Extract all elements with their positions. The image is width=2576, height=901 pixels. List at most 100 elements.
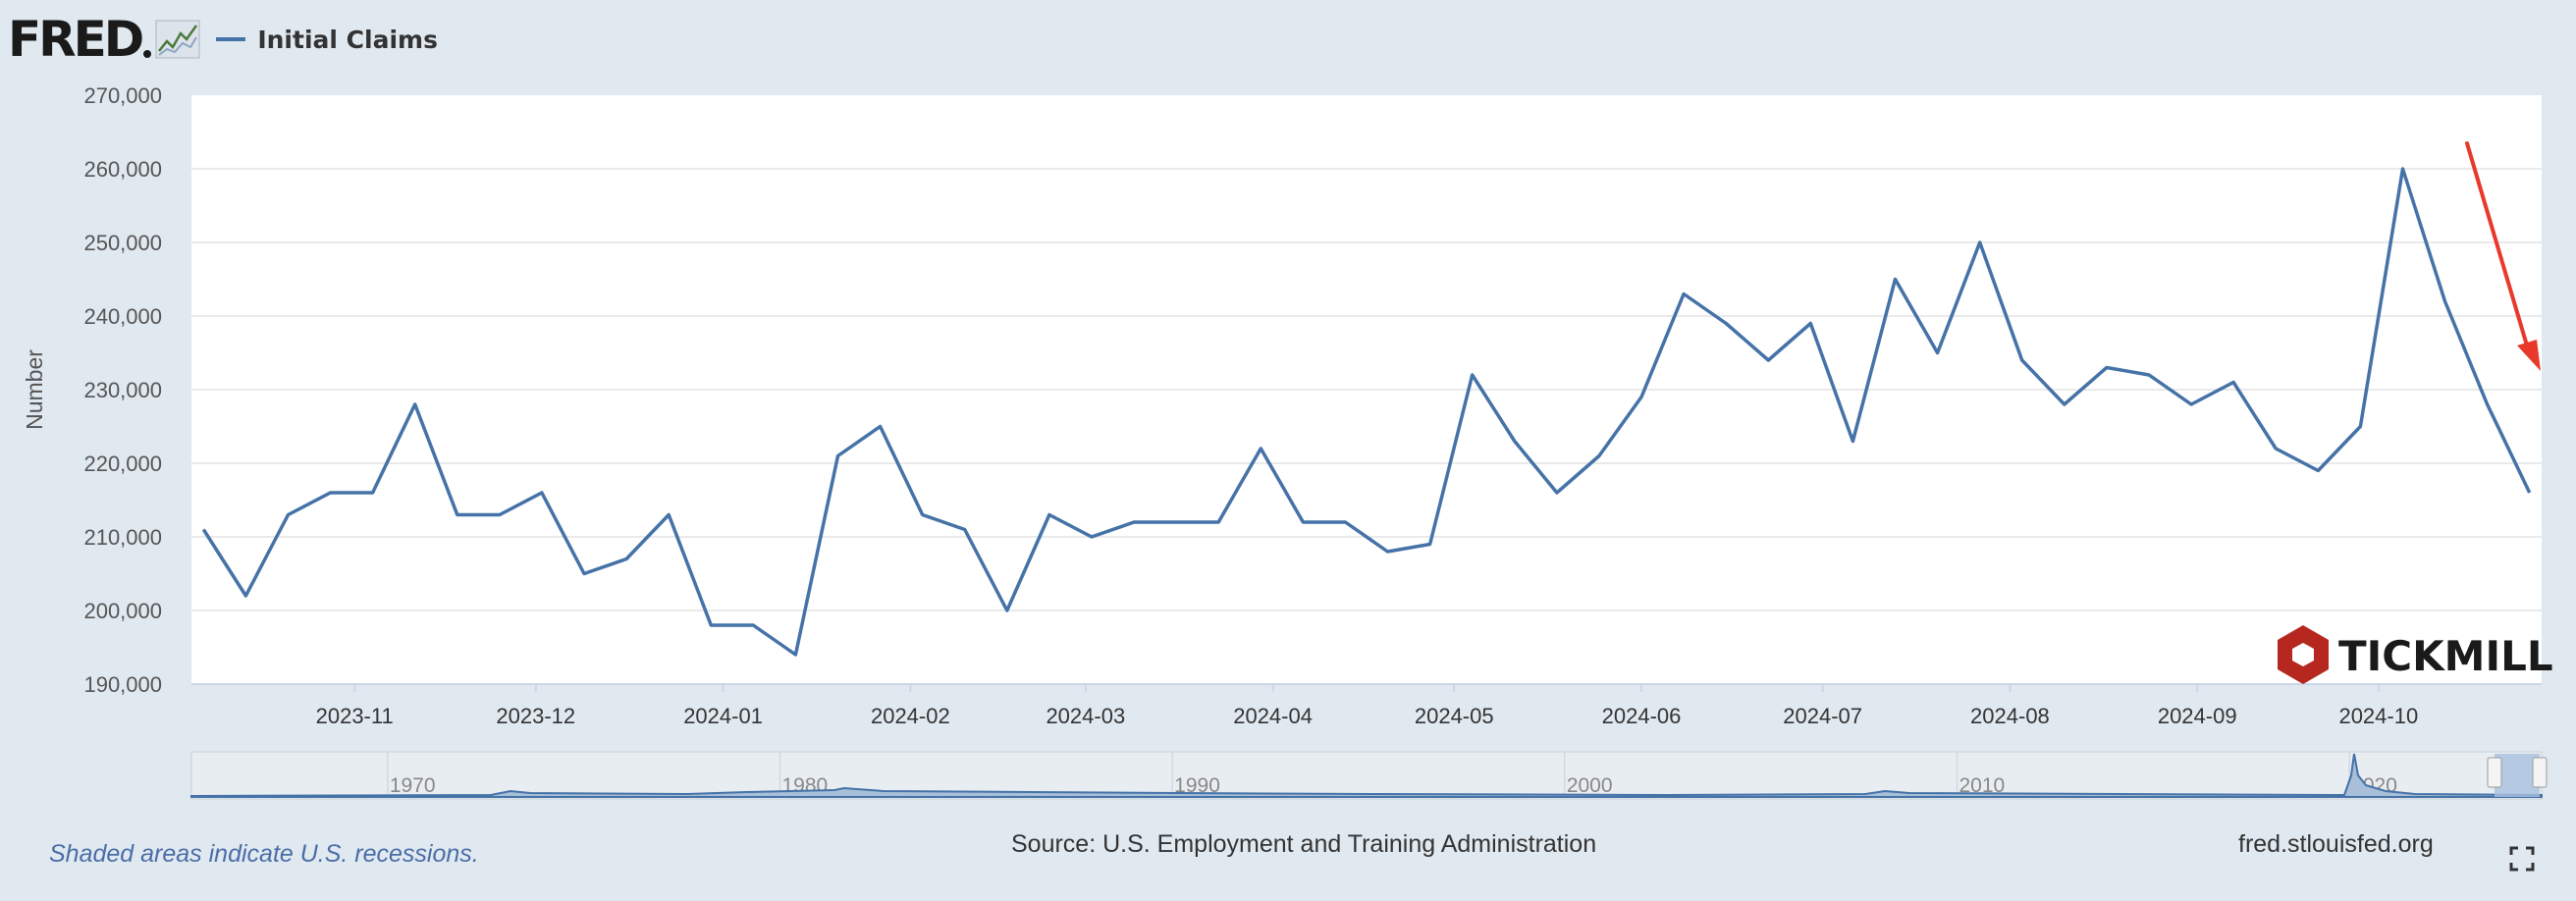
data-point[interactable] <box>496 511 504 519</box>
data-point[interactable] <box>2187 400 2195 408</box>
x-tick-label: 2023-11 <box>316 704 394 728</box>
data-point[interactable] <box>2061 400 2068 408</box>
x-tick-label: 2024-06 <box>1602 704 1682 728</box>
data-point[interactable] <box>834 452 842 460</box>
series-line <box>201 167 2532 657</box>
navigator-series <box>190 753 2543 798</box>
x-tick-label: 2024-02 <box>871 704 950 728</box>
legend-swatch <box>216 37 246 41</box>
data-point[interactable] <box>1469 371 1476 379</box>
tickmill-watermark: TICKMILL <box>2278 625 2553 684</box>
data-point[interactable] <box>199 526 207 534</box>
y-tick-label: 200,000 <box>83 599 162 623</box>
data-point[interactable] <box>1764 356 1772 364</box>
data-point[interactable] <box>1891 276 1899 284</box>
data-point[interactable] <box>1637 394 1645 401</box>
y-tick-label: 250,000 <box>83 231 162 255</box>
chart-legend[interactable]: Initial Claims <box>216 26 438 54</box>
data-point[interactable] <box>538 489 546 497</box>
data-point[interactable] <box>411 400 419 408</box>
data-point[interactable] <box>1722 320 1730 328</box>
data-point[interactable] <box>665 511 672 519</box>
x-tick-label: 2023-12 <box>496 704 575 728</box>
data-point[interactable] <box>454 511 461 519</box>
data-point[interactable] <box>242 592 249 600</box>
data-point[interactable] <box>2356 423 2364 431</box>
y-axis: 190,000 200,000 210,000 220,000 230,000 240,0… <box>83 83 162 697</box>
chart-header: FRED Initial Claims <box>8 10 438 69</box>
data-point[interactable] <box>284 511 292 519</box>
navigator-handle-left[interactable] <box>2487 757 2502 788</box>
data-point[interactable] <box>1553 489 1561 497</box>
data-point[interactable] <box>1976 238 1984 246</box>
data-point[interactable] <box>877 423 885 431</box>
fred-logo[interactable]: FRED <box>8 15 200 64</box>
x-tick-label: 2024-08 <box>1970 704 2050 728</box>
data-point[interactable] <box>2272 445 2280 452</box>
source-text: Source: U.S. Employment and Training Adm… <box>1011 830 1597 858</box>
annotation-arrow-head <box>2517 340 2541 371</box>
data-point[interactable] <box>2018 356 2026 364</box>
y-tick-label: 220,000 <box>83 451 162 476</box>
data-point[interactable] <box>2145 371 2153 379</box>
y-tick-label: 260,000 <box>83 157 162 182</box>
data-point[interactable] <box>2484 400 2492 408</box>
data-point[interactable] <box>1214 518 1222 526</box>
x-tick-label: 2024-04 <box>1233 704 1313 728</box>
x-axis: 2023-11 2023-12 2024-01 2024-02 2024-03 2024-… <box>316 684 2418 728</box>
y-tick-label: 210,000 <box>83 525 162 550</box>
data-point[interactable] <box>1849 438 1856 446</box>
data-point[interactable] <box>1299 518 1307 526</box>
y-axis-label: Number <box>22 349 47 430</box>
y-tick-label: 240,000 <box>83 304 162 329</box>
data-point[interactable] <box>2526 489 2534 497</box>
tickmill-logo-icon <box>2278 625 2329 684</box>
data-point[interactable] <box>2398 165 2406 173</box>
site-link[interactable]: fred.stlouisfed.org <box>2238 830 2434 858</box>
data-point[interactable] <box>1511 438 1519 446</box>
data-point[interactable] <box>2442 297 2449 305</box>
data-point[interactable] <box>1426 541 1434 549</box>
y-tick-label: 230,000 <box>83 378 162 402</box>
series-layer <box>199 165 2534 659</box>
data-point[interactable] <box>1130 518 1138 526</box>
data-point[interactable] <box>327 489 335 497</box>
data-point[interactable] <box>1806 320 1814 328</box>
data-point[interactable] <box>1680 291 1688 298</box>
data-point[interactable] <box>1341 518 1349 526</box>
data-point[interactable] <box>1257 445 1264 452</box>
data-point[interactable] <box>369 489 377 497</box>
data-point[interactable] <box>1934 349 1942 357</box>
data-point[interactable] <box>1595 452 1603 460</box>
data-point[interactable] <box>2103 364 2111 372</box>
data-point[interactable] <box>749 621 757 629</box>
data-point[interactable] <box>622 556 630 563</box>
navigator-tick-label: 2010 <box>1959 774 2005 797</box>
data-point[interactable] <box>1088 533 1096 541</box>
data-point[interactable] <box>1003 607 1011 614</box>
y-tick-label: 190,000 <box>83 672 162 697</box>
x-tick-label: 2024-09 <box>2158 704 2237 728</box>
fred-logo-text: FRED <box>8 11 144 68</box>
data-point[interactable] <box>1384 548 1392 556</box>
y-tick-label: 270,000 <box>83 83 162 108</box>
data-point[interactable] <box>580 570 588 578</box>
data-point[interactable] <box>1172 518 1180 526</box>
fullscreen-icon[interactable] <box>2509 846 2535 872</box>
data-point[interactable] <box>961 526 969 534</box>
fred-chart-icon <box>155 20 200 59</box>
range-navigator[interactable]: 1970 1980 1990 2000 2010 2020 <box>190 751 2548 800</box>
data-point[interactable] <box>791 651 799 659</box>
data-point[interactable] <box>1046 511 1053 519</box>
navigator-tick-label: 1970 <box>390 774 436 797</box>
data-point[interactable] <box>919 511 927 519</box>
navigator-handle-right[interactable] <box>2532 757 2548 788</box>
data-point[interactable] <box>2229 379 2237 387</box>
data-point[interactable] <box>707 621 715 629</box>
data-point[interactable] <box>2314 467 2322 475</box>
x-tick-label: 2024-10 <box>2338 704 2418 728</box>
tickmill-wordmark: TICKMILL <box>2338 632 2553 680</box>
navigator-selected-range[interactable] <box>2495 754 2540 797</box>
x-tick-label: 2024-07 <box>1783 704 1862 728</box>
